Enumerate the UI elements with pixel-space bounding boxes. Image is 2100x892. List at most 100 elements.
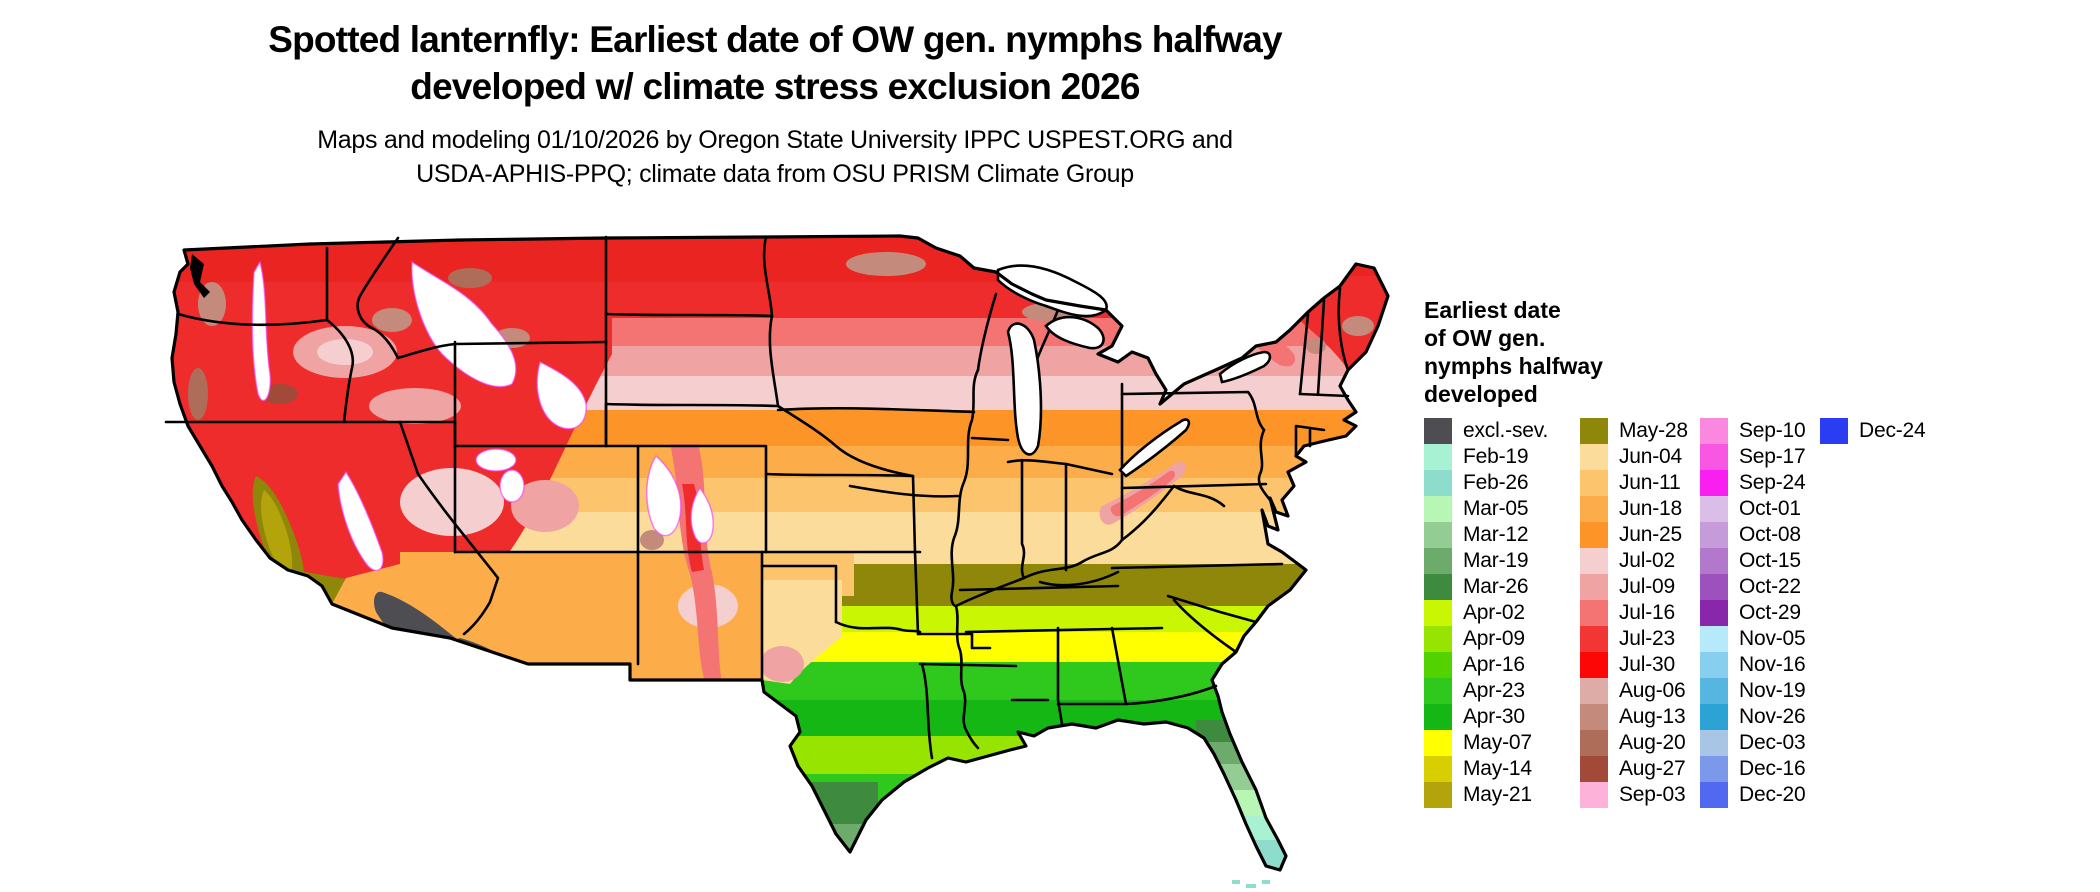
- border-wi-il: [970, 436, 1010, 442]
- map-region-fl-darkgreen: [1196, 720, 1296, 742]
- legend-label: Dec-24: [1859, 419, 1926, 442]
- map-subtitle-line2: USDA-APHIS-PPQ; climate data from OSU PR…: [416, 160, 1134, 188]
- legend-swatch: [1580, 626, 1608, 652]
- legend-row: Sep-17: [1700, 444, 1806, 470]
- map-patch-brown-mt1: [448, 268, 492, 288]
- legend-row: Jul-16: [1580, 600, 1688, 626]
- legend-label: Apr-30: [1463, 705, 1525, 728]
- legend-column-2: May-28 Jun-04 Jun-11 Jun-18 Jun-25 Jul-02 Jul-…: [1580, 418, 1688, 808]
- border-tx-la: [920, 662, 934, 760]
- border-ne-mo-river: [776, 404, 915, 478]
- us-choropleth-map: [160, 234, 1392, 890]
- legend-label: Sep-03: [1619, 783, 1686, 806]
- legend-row: Oct-15: [1700, 548, 1806, 574]
- border-ky-va: [1038, 570, 1120, 587]
- legend-label: Aug-13: [1619, 705, 1686, 728]
- legend-label: Mar-19: [1463, 549, 1529, 572]
- legend-row: Oct-08: [1700, 522, 1806, 548]
- legend-label: Nov-05: [1739, 627, 1806, 650]
- border-wv-va: [1120, 484, 1176, 542]
- legend-label: Nov-19: [1739, 679, 1806, 702]
- puget-sound: [190, 254, 210, 298]
- legend-label: Jul-02: [1619, 549, 1675, 572]
- border-sd-mn: [768, 314, 780, 408]
- legend-swatch: [1424, 418, 1452, 444]
- map-patch-az-green-2: [500, 678, 524, 690]
- legend-swatch: [1700, 626, 1728, 652]
- legend-swatch: [1700, 574, 1728, 600]
- legend-swatch: [1424, 730, 1452, 756]
- map-title-line2: developed w/ climate stress exclusion 20…: [410, 66, 1140, 107]
- border-id-mt: [356, 236, 400, 360]
- border-mi-in-oh: [1006, 459, 1114, 476]
- border-co-box: [604, 444, 768, 554]
- border-ga-sc: [1172, 598, 1238, 654]
- legend-title-line3: nymphs halfway: [1424, 353, 1603, 379]
- legend-label: Nov-26: [1739, 705, 1806, 728]
- legend-swatch: [1700, 522, 1728, 548]
- legend-swatch: [1424, 444, 1452, 470]
- legend-row: Jul-23: [1580, 626, 1688, 652]
- legend-row: Jun-18: [1580, 496, 1688, 522]
- legend-row: May-14: [1424, 756, 1548, 782]
- legend-row: Apr-16: [1424, 652, 1548, 678]
- border-tn-s: [964, 626, 1164, 634]
- legend-label: Oct-08: [1739, 523, 1801, 546]
- border-mo-ar: [916, 632, 992, 650]
- legend-column-1: excl.-sev. Feb-19 Feb-26 Mar-05 Mar-12 Mar-19…: [1424, 418, 1548, 808]
- legend-label: Jun-04: [1619, 445, 1683, 468]
- legend-row: May-21: [1424, 782, 1548, 808]
- legend-label: Mar-26: [1463, 575, 1529, 598]
- legend-title-line2: of OW gen.: [1424, 325, 1546, 351]
- legend-label: May-14: [1463, 757, 1532, 780]
- legend-row: Nov-19: [1700, 678, 1806, 704]
- legend-label: Sep-10: [1739, 419, 1806, 442]
- legend-label: Apr-23: [1463, 679, 1525, 702]
- border-ma-n: [1298, 392, 1350, 398]
- legend-label: Sep-24: [1739, 471, 1806, 494]
- border-ar-la: [918, 662, 1018, 668]
- border-ga-fl: [1056, 684, 1218, 706]
- legend-swatch: [1424, 626, 1452, 652]
- legend-label: Jun-18: [1619, 497, 1683, 520]
- border-mn-wi: [976, 292, 998, 372]
- border-ohio-river: [954, 538, 1124, 608]
- legend-swatch: [1424, 704, 1452, 730]
- legend-row: Dec-24: [1820, 418, 1926, 444]
- legend-swatch: [1700, 600, 1728, 626]
- legend-swatch: [1580, 600, 1608, 626]
- legend-label: Jun-11: [1619, 471, 1681, 494]
- border-mississippi-lower: [954, 604, 980, 750]
- legend-swatch: [1700, 418, 1728, 444]
- legend-label: Jul-09: [1619, 575, 1675, 598]
- border-ky-tn: [958, 584, 1120, 592]
- map-patch-brown-nh: [1306, 338, 1326, 354]
- legend-row: Sep-24: [1700, 470, 1806, 496]
- lake-erie: [1118, 418, 1191, 478]
- legend-label: excl.-sev.: [1463, 419, 1549, 442]
- border-nd-mn: [762, 235, 774, 318]
- legend-label: May-07: [1463, 731, 1532, 754]
- border-vt-nh: [1316, 298, 1326, 396]
- legend-row: Jul-02: [1580, 548, 1688, 574]
- lake-huron: [1044, 315, 1105, 350]
- legend-swatch: [1424, 782, 1452, 808]
- legend-row: Dec-20: [1700, 782, 1806, 808]
- border-nd-sd: [604, 312, 774, 318]
- border-nh-me: [1337, 286, 1350, 372]
- map-patch-brown-co: [640, 530, 664, 550]
- legend-row: Feb-19: [1424, 444, 1548, 470]
- map-patch-brown-id: [372, 308, 412, 332]
- legend-swatch: [1580, 730, 1608, 756]
- legend-swatch: [1580, 444, 1608, 470]
- legend-row: Dec-03: [1700, 730, 1806, 756]
- map-region-fl-mint: [1220, 816, 1304, 840]
- legend-row: Mar-19: [1424, 548, 1548, 574]
- legend-label: Oct-15: [1739, 549, 1801, 572]
- legend-row: Jul-30: [1580, 652, 1688, 678]
- legend-swatch: [1580, 496, 1608, 522]
- legend-label: May-28: [1619, 419, 1688, 442]
- legend-row: May-28: [1580, 418, 1688, 444]
- legend-swatch: [1580, 522, 1608, 548]
